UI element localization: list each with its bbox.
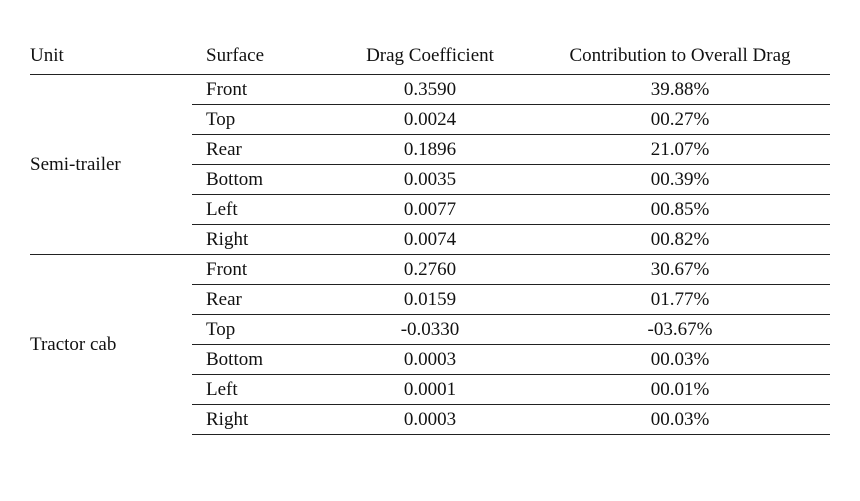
contribution-cell: 00.82%: [530, 224, 830, 255]
drag-coefficient-cell: 0.0159: [330, 284, 530, 315]
drag-coefficient-cell: 0.3590: [330, 74, 530, 105]
table-row: Bottom 0.0003 00.03%: [30, 344, 830, 375]
surface-cell: Left: [192, 374, 330, 405]
contribution-cell: 21.07%: [530, 134, 830, 165]
contribution-cell: -03.67%: [530, 314, 830, 345]
surface-cell: Front: [192, 74, 330, 105]
surface-cell: Top: [192, 314, 330, 345]
drag-coefficient-cell: 0.1896: [330, 134, 530, 165]
surface-cell: Bottom: [192, 344, 330, 375]
contribution-cell: 00.39%: [530, 164, 830, 195]
contribution-cell: 39.88%: [530, 74, 830, 105]
header-surface: Surface: [192, 37, 330, 75]
contribution-cell: 00.85%: [530, 194, 830, 225]
drag-coefficient-cell: -0.0330: [330, 314, 530, 345]
surface-cell: Right: [192, 224, 330, 255]
table-row: Left 0.0077 00.85%: [30, 194, 830, 225]
unit-cell: Semi-trailer: [30, 74, 192, 255]
contribution-cell: 01.77%: [530, 284, 830, 315]
table-row: Bottom 0.0035 00.39%: [30, 164, 830, 195]
contribution-cell: 00.27%: [530, 104, 830, 135]
surface-cell: Bottom: [192, 164, 330, 195]
unit-cell: Tractor cab: [30, 333, 117, 355]
drag-coefficient-cell: 0.0003: [330, 404, 530, 435]
header-row: Unit Surface Drag Coefficient Contributi…: [30, 37, 830, 75]
table-row: Semi-trailer Front 0.3590 39.88%: [30, 74, 830, 255]
table-row: Tractor cab Front 0.2760 30.67%: [30, 254, 830, 355]
surface-cell: Front: [192, 254, 330, 285]
table-row: Top -0.0330 -03.67%: [30, 314, 830, 345]
table-row: Rear 0.0159 01.77%: [30, 284, 830, 315]
table-body: Semi-trailer Front 0.3590 39.88% Top 0.0024 00…: [30, 74, 830, 435]
contribution-cell: 00.03%: [530, 404, 830, 435]
drag-coefficient-table: Unit Surface Drag Coefficient Contributi…: [30, 37, 830, 435]
surface-cell: Left: [192, 194, 330, 225]
contribution-cell: 30.67%: [530, 254, 830, 285]
drag-coefficient-cell: 0.0001: [330, 374, 530, 405]
contribution-cell: 00.03%: [530, 344, 830, 375]
table-row: Left 0.0001 00.01%: [30, 374, 830, 405]
surface-cell: Top: [192, 104, 330, 135]
drag-coefficient-cell: 0.0003: [330, 344, 530, 375]
drag-coefficient-cell: 0.0035: [330, 164, 530, 195]
surface-cell: Right: [192, 404, 330, 435]
drag-coefficient-cell: 0.0074: [330, 224, 530, 255]
drag-coefficient-cell: 0.0077: [330, 194, 530, 225]
header-unit: Unit: [30, 37, 192, 75]
header-drag-coefficient: Drag Coefficient: [330, 37, 530, 75]
table-row: Right 0.0003 00.03%: [30, 404, 830, 435]
table-row: Rear 0.1896 21.07%: [30, 134, 830, 165]
contribution-cell: 00.01%: [530, 374, 830, 405]
header-contribution: Contribution to Overall Drag: [530, 37, 830, 75]
table-row: Right 0.0074 00.82%: [30, 224, 830, 255]
drag-table-container: Unit Surface Drag Coefficient Contributi…: [30, 37, 830, 435]
drag-coefficient-cell: 0.2760: [330, 254, 530, 285]
surface-cell: Rear: [192, 134, 330, 165]
drag-coefficient-cell: 0.0024: [330, 104, 530, 135]
surface-cell: Rear: [192, 284, 330, 315]
table-row: Top 0.0024 00.27%: [30, 104, 830, 135]
table-header: Unit Surface Drag Coefficient Contributi…: [30, 37, 830, 75]
